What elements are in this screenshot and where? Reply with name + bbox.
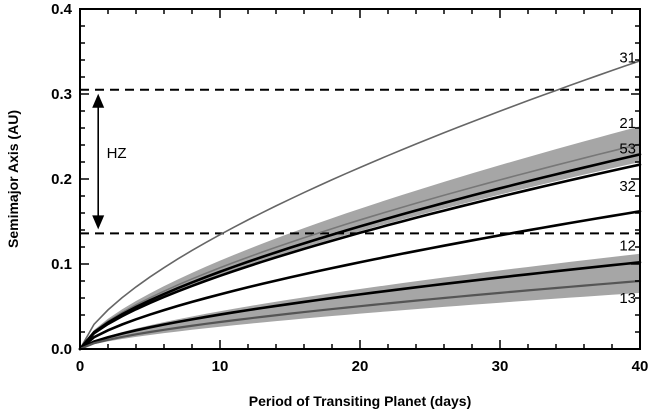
curve-21 [79, 143, 641, 350]
curve-13a [78, 261, 642, 351]
hz-arrow-up-icon [92, 93, 105, 108]
x-tick-label: 10 [212, 358, 229, 375]
y-tick-label: 0.3 [51, 86, 72, 103]
hz-arrow-down-icon [92, 215, 105, 230]
y-tick-label: 0.2 [51, 171, 72, 188]
y-axis-title: Semimajor Axis (AU) [5, 110, 21, 248]
habitable-zone: HZ [80, 88, 640, 235]
curve-label-12: 12 [619, 237, 636, 254]
hz-label: HZ [107, 145, 127, 162]
x-tick-label: 0 [76, 358, 84, 375]
curve-label-13: 13 [619, 290, 636, 307]
axes: 0 10 20 30 40 0.0 0.1 0.2 0.3 0.4 Period of Transi… [5, 1, 648, 409]
curve-label-32: 32 [619, 178, 636, 195]
curve-labels: 31 21 53 32 12 13 [619, 49, 636, 307]
curve-53 [78, 153, 642, 351]
curve-label-31: 31 [619, 49, 636, 66]
band-13 [80, 269, 640, 349]
curve-13 [78, 279, 642, 351]
curve-31 [79, 60, 641, 350]
y-tick-label: 0.0 [51, 341, 72, 358]
x-tick-label: 30 [492, 358, 509, 375]
y-tick-label: 0.1 [51, 256, 72, 273]
curve-label-21: 21 [619, 115, 636, 132]
curve-label-53: 53 [619, 140, 636, 157]
curves [78, 60, 642, 351]
x-tick-label: 40 [632, 358, 649, 375]
x-axis-title: Period of Transiting Planet (days) [249, 393, 471, 409]
band-21 [80, 126, 640, 349]
y-tick-label: 0.4 [51, 1, 73, 18]
curve-32 [78, 163, 642, 351]
uncertainty-bands [80, 126, 640, 349]
x-tick-label: 20 [352, 358, 369, 375]
curve-12 [78, 210, 642, 351]
